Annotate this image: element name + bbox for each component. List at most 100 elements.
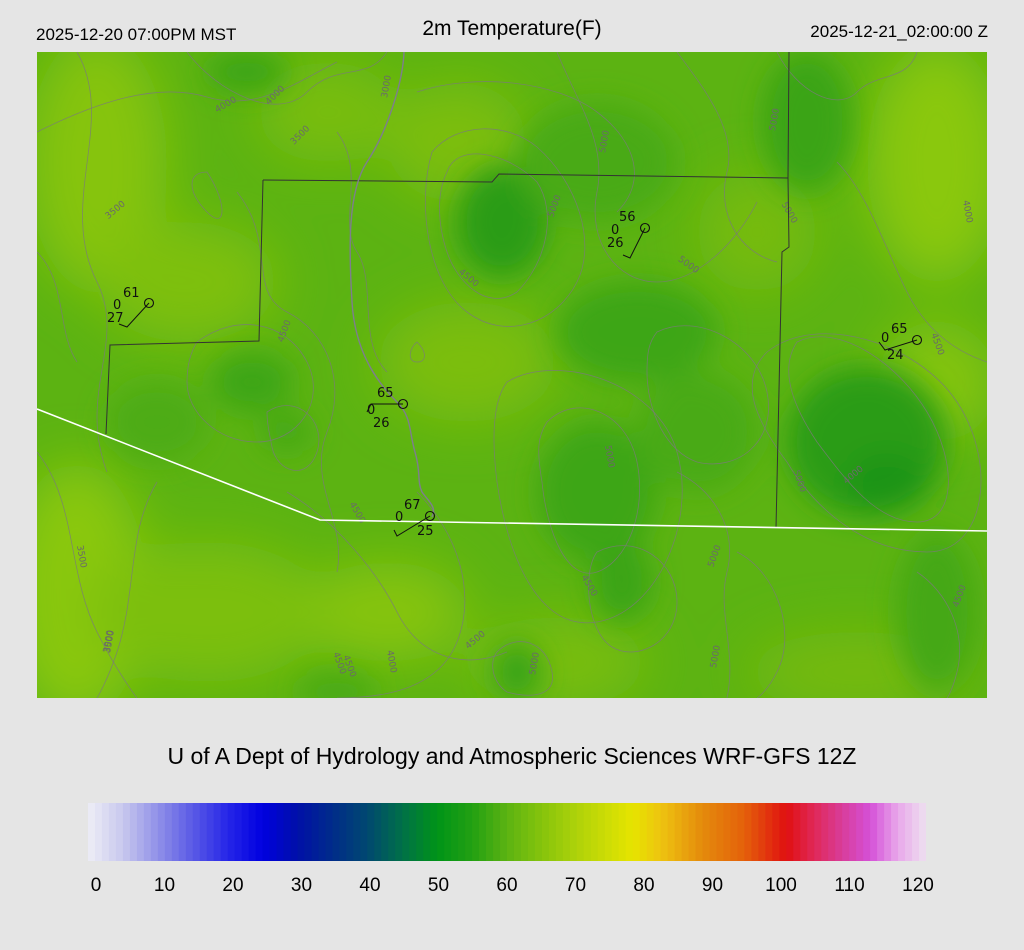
- colorbar-swatch: [115, 803, 124, 861]
- colorbar-swatch: [891, 803, 899, 861]
- colorbar-swatch: [374, 803, 382, 861]
- contour-label: 3500: [103, 629, 117, 654]
- colorbar-swatch: [870, 803, 878, 861]
- station-cloud-cover: 0: [113, 298, 121, 313]
- colorbar-swatch: [660, 803, 669, 861]
- colorbar-swatch: [779, 803, 787, 861]
- colorbar-swatch: [346, 803, 354, 861]
- colorbar-swatch: [171, 803, 180, 861]
- colorbar-swatch: [898, 803, 906, 861]
- colorbar-tick-label: 20: [222, 875, 244, 896]
- station-dewpoint: 24: [887, 348, 904, 363]
- colorbar-swatch: [402, 803, 410, 861]
- station-dewpoint: 27: [107, 311, 124, 326]
- wind-barb: [878, 339, 918, 351]
- colorbar-swatch: [681, 803, 690, 861]
- colorbar-swatch: [765, 803, 773, 861]
- colorbar-swatch: [241, 803, 250, 861]
- colorbar-swatch: [332, 803, 340, 861]
- colorbar-swatch: [423, 803, 431, 861]
- contour-label: 4000: [960, 200, 974, 225]
- station-circle-icon: [911, 334, 923, 346]
- colorbar-swatch: [500, 803, 508, 861]
- colorbar-swatch: [520, 803, 529, 861]
- colorbar-swatch: [206, 803, 215, 861]
- station-circle-icon: [639, 222, 651, 234]
- contour-label: 3000: [102, 629, 116, 654]
- colorbar-tick-label: 30: [290, 875, 313, 896]
- colorbar-swatch: [737, 803, 746, 861]
- county-boundaries: [105, 52, 790, 529]
- colorbar-swatch: [199, 803, 208, 861]
- contour-label: 4000: [384, 650, 398, 675]
- colorbar-swatch: [465, 803, 473, 861]
- colorbar-swatch: [472, 803, 480, 861]
- colorbar-swatch: [353, 803, 361, 861]
- colorbar-tick-label: 10: [153, 875, 176, 896]
- colorbar-swatch: [507, 803, 515, 861]
- colorbar-swatch: [451, 803, 459, 861]
- colorbar-swatch: [297, 803, 306, 861]
- colorbar-swatch: [444, 803, 452, 861]
- colorbar-swatch: [430, 803, 438, 861]
- colorbar-tick-label: 50: [427, 875, 450, 896]
- colorbar-swatch: [108, 803, 117, 861]
- colorbar-swatch: [290, 803, 299, 861]
- colorbar-swatch: [821, 803, 829, 861]
- colorbar-swatch: [653, 803, 662, 861]
- station-cloud-cover: 0: [611, 223, 619, 238]
- colorbar-swatch: [716, 803, 725, 861]
- colorbar-swatch: [143, 803, 152, 861]
- colorbar-swatch: [674, 803, 683, 861]
- colorbar-swatch: [325, 803, 334, 861]
- wind-barb: [393, 515, 431, 537]
- colorbar-swatch: [723, 803, 732, 861]
- colorbar-swatch: [667, 803, 676, 861]
- colorbar-swatch: [227, 803, 236, 861]
- colorbar-tick-label: 90: [701, 875, 724, 896]
- local-time: 2025-12-20 07:00PM MST: [36, 25, 237, 44]
- colorbar-swatch: [835, 803, 843, 861]
- colorbar-swatch: [248, 803, 257, 861]
- river: [349, 52, 435, 518]
- colorbar-swatch: [604, 803, 613, 861]
- colorbar-swatch: [583, 803, 592, 861]
- wind-barb: [622, 227, 646, 259]
- colorbar-swatch: [269, 803, 278, 861]
- contour-label: 3000: [380, 74, 394, 99]
- colorbar-swatch: [458, 803, 466, 861]
- colorbar-swatch: [625, 803, 634, 861]
- station-temperature: 65: [891, 322, 908, 337]
- colorbar-swatch: [395, 803, 403, 861]
- state-boundary: [37, 408, 987, 532]
- colorbar-swatch: [318, 803, 327, 861]
- colorbar-swatch: [611, 803, 620, 861]
- colorbar-swatch: [234, 803, 243, 861]
- station-circle-icon: [424, 510, 436, 522]
- colorbar-swatch: [919, 803, 926, 861]
- colorbar-swatch: [849, 803, 857, 861]
- colorbar-swatch: [311, 803, 320, 861]
- temperature-field: [37, 52, 987, 698]
- colorbar-swatch: [597, 803, 606, 861]
- contour-label: 5000: [598, 129, 612, 154]
- colorbar-swatch: [632, 803, 641, 861]
- colorbar-swatch: [912, 803, 920, 861]
- colorbar-swatch: [842, 803, 850, 861]
- colorbar-swatch: [88, 803, 96, 861]
- colorbar-swatch: [863, 803, 871, 861]
- colorbar-swatch: [541, 803, 550, 861]
- colorbar-swatch: [758, 803, 766, 861]
- model-credit: U of A Dept of Hydrology and Atmospheric…: [167, 743, 857, 769]
- colorbar-swatch: [856, 803, 864, 861]
- colorbar-swatch: [744, 803, 753, 861]
- colorbar-swatch: [877, 803, 885, 861]
- wind-barb: [118, 302, 150, 328]
- colorbar-tick-label: 40: [359, 875, 381, 896]
- colorbar-swatch: [562, 803, 571, 861]
- colorbar-swatch: [569, 803, 578, 861]
- colorbar-swatch: [416, 803, 424, 861]
- colorbar-swatch: [276, 803, 285, 861]
